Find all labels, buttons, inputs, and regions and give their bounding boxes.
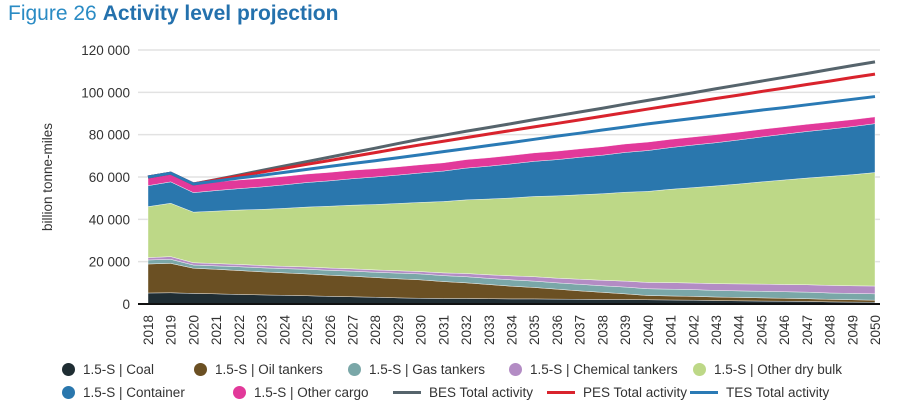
x-tick-label: 2044 bbox=[732, 314, 747, 345]
x-tick-label: 2032 bbox=[459, 315, 474, 345]
legend-dot-icon bbox=[693, 363, 706, 376]
legend-item: 1.5-S | Other dry bulk bbox=[693, 362, 842, 377]
x-tick-label: 2024 bbox=[277, 314, 292, 345]
legend-label: 1.5-S | Other dry bulk bbox=[714, 362, 843, 377]
x-tick-label: 2045 bbox=[754, 315, 769, 345]
legend-line-icon bbox=[690, 391, 718, 394]
y-tick-label: 80 000 bbox=[89, 128, 130, 143]
legend-item: BES Total activity bbox=[393, 385, 533, 400]
legend-label: 1.5-S | Oil tankers bbox=[215, 362, 323, 377]
x-tick-label: 2037 bbox=[573, 315, 588, 345]
x-tick-label: 2033 bbox=[482, 315, 497, 345]
legend-line-icon bbox=[547, 391, 575, 394]
legend-label: BES Total activity bbox=[429, 385, 534, 400]
figure-number: Figure 26 bbox=[8, 2, 97, 25]
legend-line-icon bbox=[393, 391, 421, 394]
x-tick-label: 2025 bbox=[300, 315, 315, 345]
x-tick-label: 2036 bbox=[550, 315, 565, 345]
x-tick-label: 2038 bbox=[595, 315, 610, 345]
x-tick-label: 2019 bbox=[164, 315, 179, 345]
y-tick-label: 0 bbox=[122, 297, 130, 312]
legend-label: 1.5-S | Other cargo bbox=[254, 385, 369, 400]
legend-label: 1.5-S | Gas tankers bbox=[369, 362, 486, 377]
x-tick-label: 2050 bbox=[868, 315, 883, 345]
legend-dot-icon bbox=[194, 363, 207, 376]
x-tick-label: 2047 bbox=[800, 315, 815, 345]
y-tick-label: 40 000 bbox=[89, 212, 130, 227]
x-tick-label: 2046 bbox=[777, 315, 792, 345]
x-tick-label: 2040 bbox=[641, 315, 656, 345]
legend-item: TES Total activity bbox=[690, 385, 829, 400]
legend-label: PES Total activity bbox=[583, 385, 688, 400]
x-tick-label: 2035 bbox=[527, 315, 542, 345]
figure-title: Figure 26 Activity level projection bbox=[8, 2, 338, 26]
x-tick-label: 2048 bbox=[823, 315, 838, 345]
x-tick-label: 2023 bbox=[255, 315, 270, 345]
chart-title: Activity level projection bbox=[102, 2, 339, 25]
legend-dot-icon bbox=[233, 386, 246, 399]
x-tick-label: 2041 bbox=[664, 315, 679, 345]
line-pes-total-activity bbox=[147, 72, 876, 186]
x-tick-label: 2049 bbox=[845, 315, 860, 345]
x-tick-label: 2020 bbox=[186, 315, 201, 345]
legend-dot-icon bbox=[348, 363, 361, 376]
legend-item: 1.5-S | Other cargo bbox=[233, 385, 369, 400]
legend-item: PES Total activity bbox=[547, 385, 687, 400]
x-tick-label: 2034 bbox=[505, 314, 520, 345]
legend-item: 1.5-S | Coal bbox=[62, 362, 154, 377]
x-tick-label: 2027 bbox=[345, 315, 360, 345]
x-tick-label: 2026 bbox=[323, 315, 338, 345]
legend-label: TES Total activity bbox=[726, 385, 830, 400]
y-axis-label: billion tonne-miles bbox=[40, 123, 55, 231]
x-tick-label: 2029 bbox=[391, 315, 406, 345]
legend-dot-icon bbox=[62, 386, 75, 399]
y-tick-label: 100 000 bbox=[81, 85, 130, 100]
legend-dot-icon bbox=[62, 363, 75, 376]
legend-label: 1.5-S | Coal bbox=[83, 362, 155, 377]
legend-item: 1.5-S | Gas tankers bbox=[348, 362, 485, 377]
y-tick-label: 60 000 bbox=[89, 170, 130, 185]
line-tes-total-activity bbox=[147, 95, 876, 186]
y-tick-label: 120 000 bbox=[81, 43, 130, 58]
x-tick-label: 2042 bbox=[686, 315, 701, 345]
legend-label: 1.5-S | Container bbox=[83, 385, 185, 400]
y-tick-label: 20 000 bbox=[89, 255, 130, 270]
legend-dot-icon bbox=[509, 363, 522, 376]
x-tick-label: 2043 bbox=[709, 315, 724, 345]
x-tick-label: 2022 bbox=[232, 315, 247, 345]
x-tick-label: 2039 bbox=[618, 315, 633, 345]
x-tick-label: 2030 bbox=[414, 315, 429, 345]
x-tick-label: 2018 bbox=[141, 315, 156, 345]
legend-item: 1.5-S | Chemical tankers bbox=[509, 362, 678, 377]
x-tick-label: 2031 bbox=[436, 315, 451, 345]
x-tick-label: 2021 bbox=[209, 315, 224, 345]
line-bes-total-activity bbox=[147, 60, 876, 186]
legend-item: 1.5-S | Container bbox=[62, 385, 185, 400]
area-1-5-s-other-cargo bbox=[147, 116, 876, 193]
x-tick-label: 2028 bbox=[368, 315, 383, 345]
legend-label: 1.5-S | Chemical tankers bbox=[530, 362, 678, 377]
legend-item: 1.5-S | Oil tankers bbox=[194, 362, 323, 377]
